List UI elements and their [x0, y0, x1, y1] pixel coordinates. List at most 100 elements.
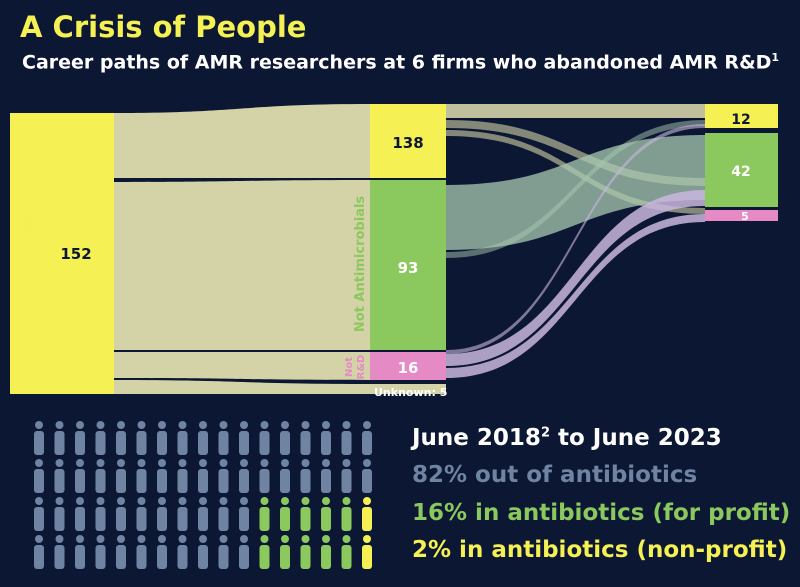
person-icon-out [239, 421, 249, 455]
person-icon-out [157, 535, 167, 569]
subtitle-text: Career paths of AMR researchers at 6 fir… [22, 51, 772, 74]
person-icon-non-profit [362, 497, 372, 531]
person-icon-for-profit [280, 535, 290, 569]
antimicrobials-node [370, 104, 446, 178]
not-rd-node-value: 16 [398, 359, 419, 377]
flow-not-antimicrobials-to-final-green [446, 135, 705, 250]
source-node-value: 152 [60, 245, 91, 263]
person-icon-out [75, 497, 85, 531]
person-icon-out [136, 497, 147, 531]
flow-antimicrobials-to-final-green [446, 120, 705, 186]
person-icon-out [218, 497, 229, 531]
person-icon-for-profit [321, 497, 331, 531]
not-antimicrobials-node-label: Not Antimicrobials [353, 196, 368, 333]
person-icon-out [218, 421, 229, 455]
person-icon-out [321, 459, 331, 493]
not-rd-node-label-line2: R&D [356, 355, 367, 380]
person-icon-out [198, 459, 208, 493]
person-icon-out [54, 535, 65, 569]
person-icon-out [116, 535, 126, 569]
period-label: June 20182 to June 2023 [412, 425, 722, 451]
subtitle-footnote: 1 [771, 51, 780, 64]
breakdown-non-profit: 2% in antibiotics (non-profit) [412, 537, 788, 563]
not-rd-node-label-line1: Not [344, 357, 355, 377]
person-icon-out [300, 459, 311, 493]
person-icon-out [157, 459, 167, 493]
final-pink-node [705, 210, 778, 221]
flow-not-rd-to-final-green [446, 190, 705, 366]
person-icon-out [54, 459, 65, 493]
breakdown-for-profit: 16% in antibiotics (for profit) [412, 500, 791, 526]
flow-source-to-antimicrobials [114, 104, 370, 178]
person-icon-out [300, 421, 311, 455]
person-icon-out [341, 421, 352, 455]
not-antimicrobials-node-value: 93 [398, 259, 419, 277]
period-end: to June 2023 [558, 425, 722, 451]
source-node-label: Antimicrobials [24, 195, 39, 301]
flow-not-antimicrobials-to-final-yellow [446, 120, 705, 258]
person-icon-out [341, 459, 352, 493]
person-icon-out [157, 421, 167, 455]
person-icon-out [362, 421, 372, 455]
person-icon-for-profit [321, 535, 331, 569]
person-icon-out [95, 535, 106, 569]
person-icon-out [95, 421, 106, 455]
person-icon-out [95, 459, 106, 493]
person-icon-out [259, 421, 270, 455]
flow-not-rd-to-final-pink [446, 214, 705, 378]
person-icon-out [136, 535, 147, 569]
person-icon-out [198, 421, 208, 455]
person-icon-out [136, 459, 147, 493]
person-icon-out [198, 497, 208, 531]
person-icon-out [75, 459, 85, 493]
person-icon-out [239, 459, 249, 493]
final-yellow-node [705, 104, 778, 128]
person-icon-out [239, 535, 249, 569]
sankey-nodes [10, 104, 778, 394]
person-icon-out [177, 535, 188, 569]
not-antimicrobials-node [370, 180, 446, 350]
person-icon-for-profit [341, 535, 352, 569]
person-icon-out [177, 459, 188, 493]
antimicrobials-node-value: 138 [392, 134, 423, 152]
person-icon-for-profit [300, 497, 311, 531]
unknown-node-label: Unknown: 5 [374, 386, 447, 399]
person-icon-out [218, 459, 229, 493]
person-icon-out [34, 421, 44, 455]
flow-not-rd-to-final-yellow [446, 124, 705, 354]
person-icon-out [54, 497, 65, 531]
not-rd-node [370, 352, 446, 380]
flow-source-to-not-rd [114, 352, 370, 380]
person-icon-out [34, 497, 44, 531]
sankey-flows [114, 104, 705, 394]
person-icon-out [362, 459, 372, 493]
breakdown-out-of-antibiotics: 82% out of antibiotics [412, 462, 698, 488]
person-icon-out [239, 497, 249, 531]
period-footnote: 2 [540, 425, 550, 441]
period-start: June 2018 [412, 425, 541, 451]
person-icon-out [218, 535, 229, 569]
person-icon-out [75, 535, 85, 569]
person-icon-out [54, 421, 65, 455]
person-icon-for-profit [280, 497, 290, 531]
person-icon-for-profit [341, 497, 352, 531]
person-icon-out [75, 421, 85, 455]
final-yellow-node-value: 12 [731, 112, 750, 128]
subtitle: Career paths of AMR researchers at 6 fir… [22, 51, 779, 73]
person-icon-out [116, 459, 126, 493]
person-icon-out [136, 421, 147, 455]
person-icon-out [177, 421, 188, 455]
person-icon-out [95, 497, 106, 531]
page-title: A Crisis of People [20, 10, 307, 44]
person-icon-non-profit [362, 535, 372, 569]
person-icon-out [116, 421, 126, 455]
person-icon-out [321, 421, 331, 455]
final-green-node [705, 133, 778, 207]
source-node [10, 113, 114, 394]
flow-source-to-unknown [114, 380, 370, 394]
final-green-node-value: 42 [731, 164, 750, 180]
flow-source-to-not-antimicrobials [114, 180, 370, 350]
person-icon-out [259, 459, 270, 493]
